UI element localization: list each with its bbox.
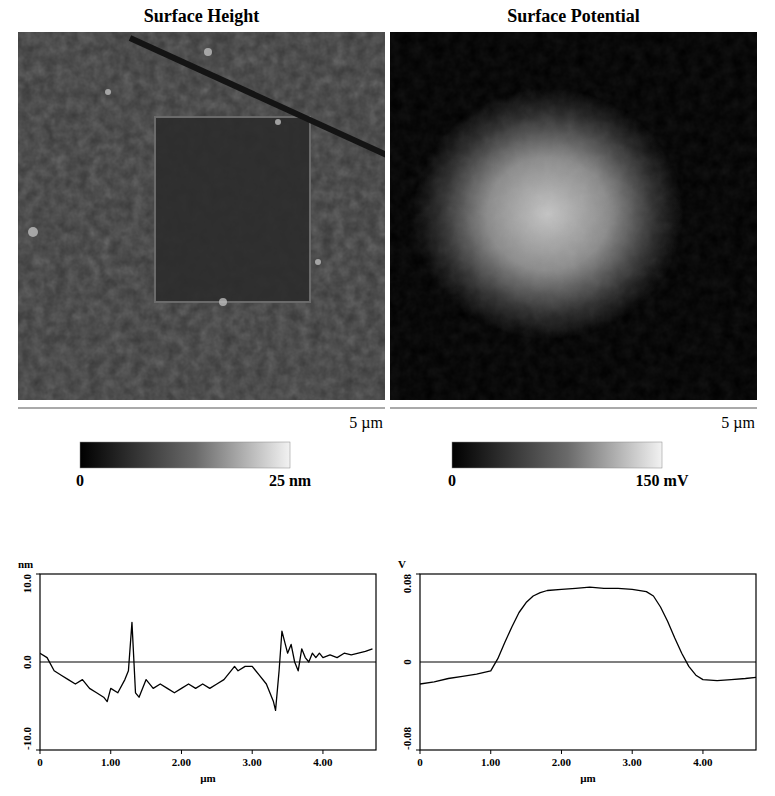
image-ground [390,32,757,400]
x-tick-label: 3.00 [623,756,643,768]
x-tick-label: 3.00 [243,756,263,768]
data-group [40,622,372,710]
zero-line [420,661,756,662]
y-tick-label: 0.08 [401,574,413,594]
y-tick-label: 0 [401,659,413,665]
colorbar-tick-label: 0 [76,472,84,489]
x-tick [40,750,41,754]
y-tick [416,574,420,575]
image-ground [18,32,385,400]
x-tick-label: 1.00 [481,756,501,768]
x-tick-label: 4.00 [693,756,713,768]
colorbar-tick-label: 0 [448,472,456,489]
y-tick [36,574,40,575]
scanned-square [155,117,310,302]
x-tick-label: 4.00 [313,756,333,768]
x-tick [181,750,182,754]
image-texture [18,32,385,400]
profile-line [420,587,756,684]
bright-spot [315,259,321,265]
y-tick [36,750,40,751]
x-tick-label: 2.00 [552,756,572,768]
image-texture [390,32,757,400]
bright-spot [28,227,38,237]
scratch [130,38,385,156]
scale-label: 5 µm [721,414,755,432]
profile-line [40,622,372,710]
x-tick-label: 2.00 [172,756,192,768]
scale-bar [18,408,385,409]
x-axis-label: µm [580,772,596,784]
panel-title: Surface Height [144,6,259,26]
y-tick-label: -0.08 [401,727,413,750]
x-axis-label: µm [200,772,216,784]
x-tick [110,750,111,754]
scale-bar [390,408,757,409]
colorbar-tick-label: 150 mV [636,472,689,489]
bright-spot [219,298,227,306]
zero-line [40,661,376,662]
bright-spot [105,89,111,95]
y-tick-label: 10.0 [21,574,33,594]
x-tick-label: 1.00 [101,756,121,768]
panel-title: Surface Potential [507,6,639,26]
colorbar-tick-label: 25 nm [269,472,312,489]
y-axis-label: V [398,558,406,570]
plot-frame [40,574,376,750]
image-panel: Surface Potential 5 µm 0 150 mV [390,6,757,489]
x-tick [702,750,703,754]
x-tick [252,750,253,754]
x-tick [420,750,421,754]
profile-plot: -10.0 0.0 10.0 nm 0 1.00 2.00 3.00 4.00 µm [18,558,376,784]
data-group [420,587,756,684]
bright-spot [204,48,212,56]
x-tick [490,750,491,754]
x-tick [322,750,323,754]
image-panel: Surface Height 5 µm 0 25 nm [18,6,389,489]
y-axis-label: nm [18,558,33,570]
y-tick-label: 0.0 [21,655,33,669]
plot-frame [420,574,756,750]
x-tick [561,750,562,754]
bright-spot [275,119,281,125]
afm-image [18,32,385,400]
scale-label: 5 µm [349,414,383,432]
figure: Surface Height 5 µm 0 25 nm Surface Potentia… [0,0,775,796]
y-tick-label: -10.0 [21,727,33,750]
colorbar [80,442,290,468]
afm-image [390,32,757,400]
y-tick [416,750,420,751]
profile-plot: -0.08 0 0.08 V 0 1.00 2.00 3.00 4.00 µm [398,558,756,784]
x-tick-label: 0 [417,756,423,768]
colorbar [452,442,662,468]
x-tick-label: 0 [37,756,43,768]
x-tick [632,750,633,754]
